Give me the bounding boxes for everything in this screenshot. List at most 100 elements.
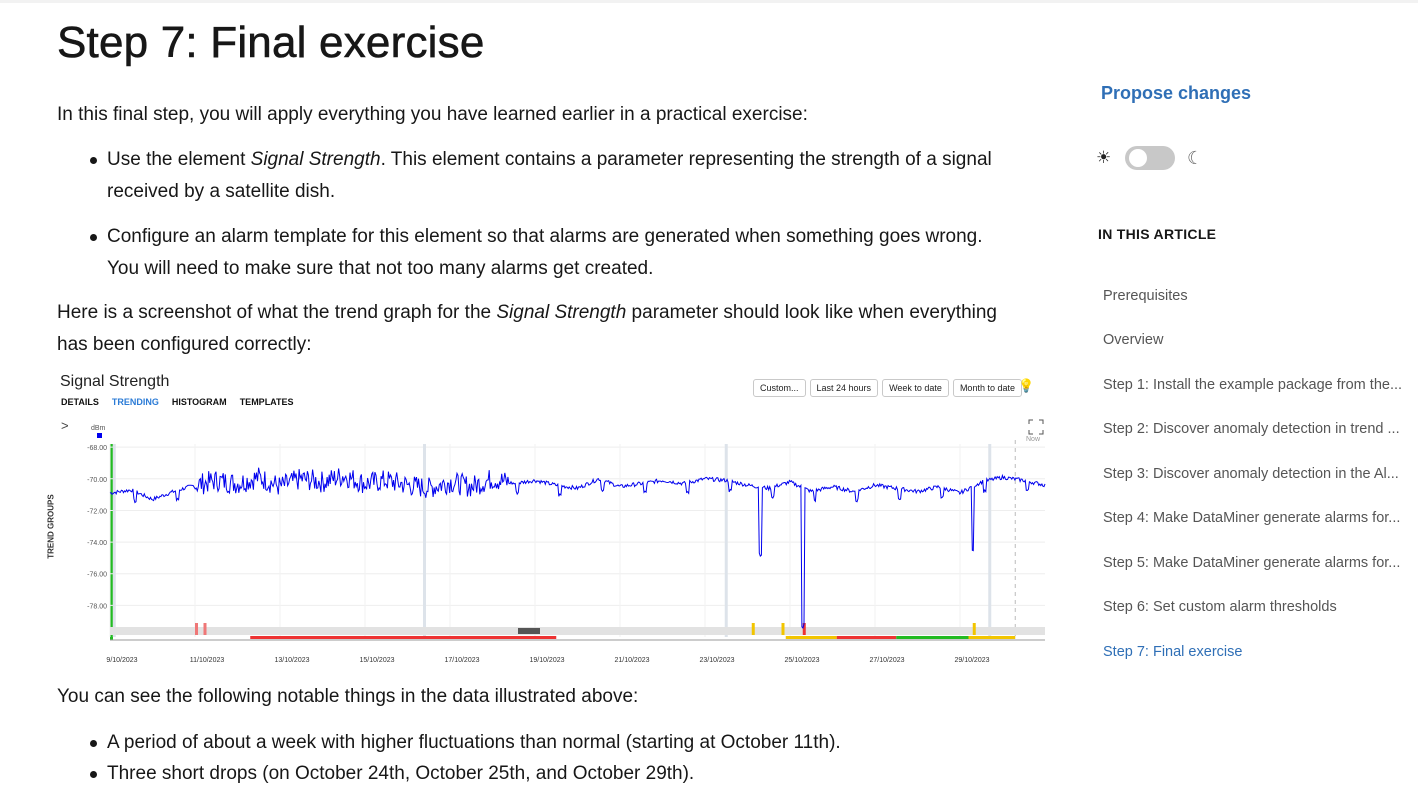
page-title: Step 7: Final exercise <box>57 18 485 68</box>
period-markers <box>112 440 1016 637</box>
toc-item-step-3[interactable]: Step 3: Discover anomaly detection in th… <box>1103 466 1399 482</box>
status-tick <box>972 623 976 635</box>
unit-label: dBm <box>91 425 106 432</box>
trend-groups-label: TREND GROUPS <box>46 494 56 559</box>
toc-item-step-5[interactable]: Step 5: Make DataMiner generate alarms f… <box>1103 555 1401 571</box>
tab-details[interactable]: DETAILS <box>61 397 99 407</box>
element-name: Signal Strength <box>250 149 381 170</box>
bullet2-line1: Configure an alarm template for this ele… <box>107 226 983 247</box>
custom-button[interactable]: Custom... <box>753 379 806 397</box>
status-tick <box>195 623 198 635</box>
x-tick-label: 29/10/2023 <box>954 657 989 664</box>
tab-trending[interactable]: TRENDING <box>111 397 159 407</box>
status-segment <box>896 636 969 639</box>
y-tick-labels: -68.00 -70.00 -72.00 -74.00 -76.00 -78.00 <box>87 445 107 610</box>
chevron-right-icon[interactable]: > <box>61 418 69 433</box>
x-tick-label: 19/10/2023 <box>529 657 564 664</box>
trend-graph-screenshot: Signal Strength DETAILS TRENDING HISTOGR… <box>47 370 1047 670</box>
status-segment <box>968 636 1016 639</box>
trend-chart: dBm Now -68.00 -70.00 -72.00 -74.00 -76.00 -7… <box>87 419 1046 664</box>
lightbulb-icon[interactable]: 💡 <box>1018 378 1035 393</box>
paragraph-2: Here is a screenshot of what the trend g… <box>57 297 1047 361</box>
status-segment <box>785 636 837 639</box>
bullet-dot <box>90 740 97 747</box>
status-tick <box>802 623 806 635</box>
status-segment <box>250 636 557 639</box>
bullet1-text-end: . This element contains a parameter repr… <box>380 149 992 170</box>
toc-heading: IN THIS ARTICLE <box>1098 226 1217 242</box>
x-tick-labels: 9/10/2023 11/10/2023 13/10/2023 15/10/2023 1… <box>106 657 989 664</box>
bullet-dot <box>90 234 97 241</box>
top-border <box>0 0 1418 3</box>
last-24-hours-button[interactable]: Last 24 hours <box>809 379 879 397</box>
x-tick-label: 15/10/2023 <box>359 657 394 664</box>
status-tick <box>203 623 207 635</box>
chart-grid <box>109 444 1045 641</box>
y-tick-label: -68.00 <box>87 445 107 452</box>
intro-paragraph: In this final step, you will apply every… <box>57 104 808 125</box>
legend-marker <box>97 433 102 438</box>
list-item: Three short drops (on October 24th, Octo… <box>90 758 1040 790</box>
bullet2-line2: You will need to make sure that not too … <box>107 258 654 279</box>
period-marker <box>112 444 116 637</box>
period-marker <box>724 444 728 637</box>
alarm-status-bar <box>110 623 1045 639</box>
theme-switch: ☀ ☾ <box>1096 146 1216 174</box>
bullet1-text-start: Use the element <box>107 149 251 170</box>
x-tick-label: 27/10/2023 <box>869 657 904 664</box>
para2-start: Here is a screenshot of what the trend g… <box>57 302 497 323</box>
y-tick-label: -76.00 <box>87 572 107 579</box>
paragraph-3: You can see the following notable things… <box>57 686 639 707</box>
fullscreen-icon <box>1028 419 1044 435</box>
list-item: A period of about a week with higher flu… <box>90 727 1040 759</box>
tab-templates[interactable]: TEMPLATES <box>239 397 294 407</box>
para2-line2: has been configured correctly: <box>57 334 312 355</box>
bullet4-text: Three short drops (on October 24th, Octo… <box>107 763 695 784</box>
toggle-knob <box>1129 149 1147 167</box>
y-tick-label: -72.00 <box>87 508 107 515</box>
toc-item-step-1[interactable]: Step 1: Install the example package from… <box>1103 377 1403 393</box>
bullet1-line2: received by a satellite dish. <box>107 181 336 202</box>
list-item: Configure an alarm template for this ele… <box>90 221 1040 285</box>
parameter-name: Signal Strength <box>496 302 627 323</box>
status-segment <box>836 636 897 639</box>
y-tick-label: -78.00 <box>87 603 107 610</box>
toc-item-step-7[interactable]: Step 7: Final exercise <box>1103 644 1243 660</box>
chart-tabs: DETAILS TRENDING HISTOGRAM TEMPLATES <box>61 397 294 407</box>
trend-groups-panel[interactable]: > TREND GROUPS <box>47 418 75 668</box>
toc-item-step-4[interactable]: Step 4: Make DataMiner generate alarms f… <box>1103 510 1401 526</box>
toc-item-step-6[interactable]: Step 6: Set custom alarm thresholds <box>1103 599 1337 615</box>
bullet3-text: A period of about a week with higher flu… <box>107 732 841 753</box>
period-marker <box>988 444 992 637</box>
list-item: Use the element Signal Strength. This el… <box>90 144 1040 208</box>
bullet-dot <box>90 157 97 164</box>
month-to-date-button[interactable]: Month to date <box>952 379 1022 397</box>
week-to-date-button[interactable]: Week to date <box>882 379 949 397</box>
toc-item-overview[interactable]: Overview <box>1103 332 1164 348</box>
x-tick-label: 11/10/2023 <box>190 657 225 664</box>
now-label: Now <box>1026 436 1041 443</box>
x-tick-label: 13/10/2023 <box>274 657 309 664</box>
x-tick-label: 23/10/2023 <box>699 657 734 664</box>
time-range-buttons: Custom... Last 24 hours Week to date Mon… <box>753 379 1022 397</box>
x-tick-label: 17/10/2023 <box>444 657 479 664</box>
y-tick-label: -70.00 <box>87 477 107 484</box>
chart-title: Signal Strength <box>60 373 170 390</box>
signal-strength-series <box>109 467 1046 630</box>
status-bar-base <box>110 627 1045 635</box>
moon-icon: ☾ <box>1187 148 1204 168</box>
bullet-dot <box>90 771 97 778</box>
tab-histogram[interactable]: HISTOGRAM <box>171 397 227 407</box>
status-tick <box>781 623 785 635</box>
para2-end: parameter should look like when everythi… <box>626 302 997 323</box>
propose-changes-link[interactable]: Propose changes <box>1101 83 1252 103</box>
y-tick-label: -74.00 <box>87 540 107 547</box>
toc-item-prerequisites[interactable]: Prerequisites <box>1103 288 1188 304</box>
status-tick <box>751 623 755 635</box>
sun-icon: ☀ <box>1096 148 1112 167</box>
toc-item-step-2[interactable]: Step 2: Discover anomaly detection in tr… <box>1103 421 1400 437</box>
theme-toggle[interactable] <box>1125 146 1175 170</box>
x-tick-label: 21/10/2023 <box>614 657 649 664</box>
status-block <box>518 628 540 634</box>
x-tick-label: 25/10/2023 <box>784 657 819 664</box>
